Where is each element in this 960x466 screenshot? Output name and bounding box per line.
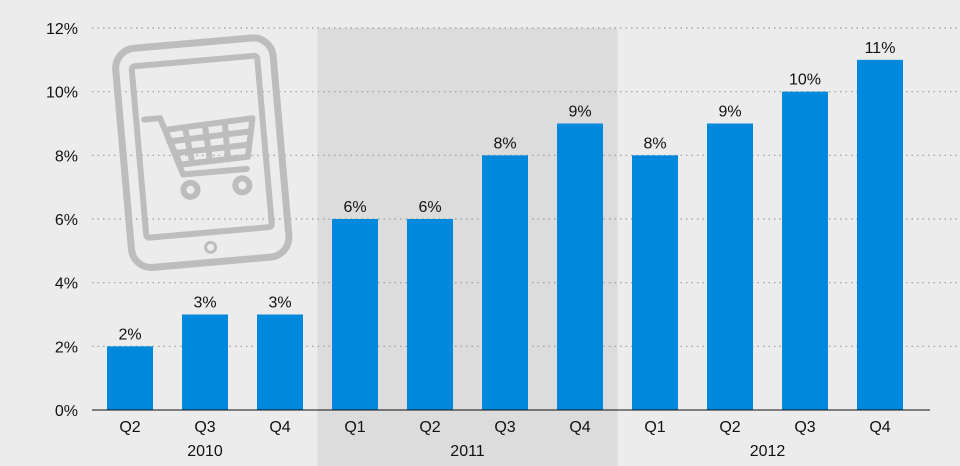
- data-label: 6%: [418, 199, 441, 216]
- data-labels: 2% 3% 3% 6% 6% 8% 9% 8% 9% 10% 11%: [118, 40, 895, 344]
- bar: [332, 219, 378, 410]
- data-label: 6%: [343, 199, 366, 216]
- category-label: Q2: [719, 419, 740, 436]
- data-label: 8%: [643, 135, 666, 152]
- x-axis-year-labels: 2010 2011 2012: [187, 443, 785, 460]
- year-label: 2012: [750, 443, 786, 460]
- y-tick-label: 6%: [55, 212, 78, 229]
- category-label: Q1: [344, 419, 365, 436]
- bar: [482, 155, 528, 410]
- data-label: 9%: [718, 104, 741, 121]
- bars: [107, 59, 903, 411]
- bar: [707, 123, 753, 410]
- category-label: Q2: [119, 419, 140, 436]
- x-axis-category-labels: Q2 Q3 Q4 Q1 Q2 Q3 Q4 Q1 Q2 Q3 Q4: [119, 419, 890, 436]
- bar: [182, 314, 228, 410]
- y-tick-label: 8%: [55, 148, 78, 165]
- y-axis-tick-labels: 0% 2% 4% 6% 8% 10% 12%: [46, 21, 78, 420]
- year-label: 2010: [187, 443, 223, 460]
- category-label: Q3: [794, 419, 815, 436]
- data-label: 8%: [493, 135, 516, 152]
- bar: [257, 314, 303, 410]
- data-label: 3%: [193, 295, 216, 312]
- category-label: Q3: [194, 419, 215, 436]
- category-label: Q1: [644, 419, 665, 436]
- category-label: Q2: [419, 419, 440, 436]
- bar: [557, 123, 603, 410]
- category-label: Q3: [494, 419, 515, 436]
- category-label: Q4: [569, 419, 590, 436]
- y-tick-label: 4%: [55, 276, 78, 293]
- data-label: 11%: [865, 40, 896, 57]
- data-label: 10%: [789, 72, 821, 89]
- category-label: Q4: [869, 419, 890, 436]
- y-tick-label: 10%: [46, 85, 78, 102]
- bar: [782, 91, 828, 411]
- tablet-shopping-cart-icon: [112, 34, 293, 271]
- year-label: 2011: [450, 443, 485, 460]
- bar: [407, 219, 453, 410]
- category-label: Q4: [269, 419, 290, 436]
- data-label: 9%: [568, 104, 591, 121]
- y-tick-label: 0%: [55, 403, 78, 420]
- y-tick-label: 12%: [46, 21, 78, 38]
- shopping-cart-icon: [141, 115, 256, 200]
- y-tick-label: 2%: [55, 339, 78, 356]
- data-label: 3%: [268, 295, 291, 312]
- bar: [857, 59, 903, 410]
- bar: [632, 155, 678, 410]
- bar: [107, 346, 153, 410]
- data-label: 2%: [118, 326, 141, 343]
